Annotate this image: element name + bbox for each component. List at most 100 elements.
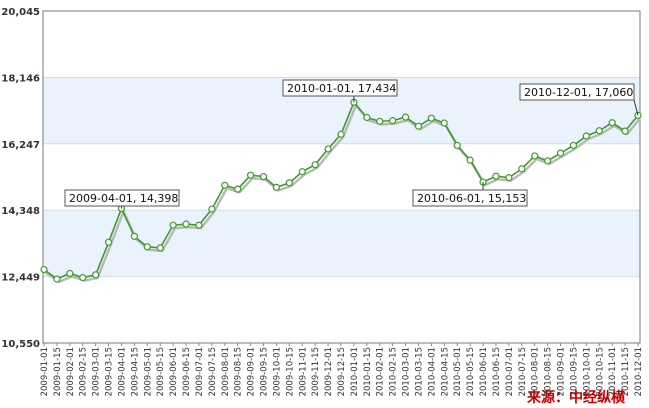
x-tick-label: 2009-08-15 bbox=[234, 347, 244, 396]
x-tick-label: 2010-01-15 bbox=[363, 347, 373, 396]
data-point bbox=[324, 145, 332, 153]
data-point bbox=[311, 161, 319, 169]
x-tick-label: 2009-02-15 bbox=[79, 347, 89, 396]
grid-band bbox=[43, 210, 640, 277]
x-tick-label: 2010-12-01 bbox=[634, 347, 644, 396]
x-tick-label: 2010-03-01 bbox=[402, 347, 412, 396]
data-point bbox=[453, 141, 461, 150]
data-point bbox=[182, 220, 190, 228]
data-point bbox=[79, 274, 87, 282]
data-point bbox=[285, 179, 293, 187]
x-tick-label: 2010-04-01 bbox=[427, 347, 437, 396]
x-tick-label: 2009-06-15 bbox=[182, 347, 192, 396]
x-tick-label: 2009-04-01 bbox=[117, 347, 127, 396]
x-tick-label: 2009-03-01 bbox=[92, 347, 102, 396]
data-point bbox=[401, 113, 410, 121]
data-point bbox=[518, 165, 526, 173]
data-point bbox=[104, 238, 113, 246]
x-tick-label: 2009-04-15 bbox=[130, 347, 140, 396]
y-tick-label: 16,247 bbox=[1, 140, 40, 151]
y-tick-label: 20,045 bbox=[1, 7, 40, 18]
x-tick-label: 2010-07-15 bbox=[518, 347, 528, 396]
data-point bbox=[427, 114, 435, 122]
x-tick-label: 2009-01-01 bbox=[40, 347, 50, 396]
annotation-box bbox=[64, 189, 180, 207]
data-point bbox=[582, 132, 590, 140]
data-point bbox=[143, 243, 151, 251]
plot-frame bbox=[42, 10, 641, 344]
annotation-label: 2010-12-01, 17,060 bbox=[524, 86, 633, 99]
x-tick-label: 2009-09-01 bbox=[247, 347, 257, 396]
data-point bbox=[466, 156, 474, 164]
x-tick-label: 2009-09-15 bbox=[260, 347, 270, 396]
x-tick-label: 2010-04-15 bbox=[440, 347, 450, 396]
x-tick-label: 2010-11-01 bbox=[608, 347, 618, 396]
x-tick-label: 2009-07-15 bbox=[208, 347, 218, 396]
x-tick-label: 2009-12-15 bbox=[337, 347, 347, 396]
x-tick-label: 2010-08-15 bbox=[544, 347, 554, 396]
data-point bbox=[156, 244, 164, 252]
x-tick-label: 2010-06-01 bbox=[479, 347, 489, 396]
y-tick-label: 18,146 bbox=[1, 73, 40, 84]
x-tick-label: 2010-01-01 bbox=[350, 347, 360, 396]
x-tick-label: 2009-07-01 bbox=[195, 347, 205, 396]
x-tick-label: 2010-09-01 bbox=[557, 347, 567, 396]
annotation-label: 2010-06-01, 15,153 bbox=[417, 192, 526, 205]
data-point bbox=[544, 157, 552, 165]
data-point bbox=[259, 172, 268, 181]
data-point bbox=[556, 149, 565, 157]
data-point bbox=[363, 113, 371, 122]
x-tick-label: 2009-12-01 bbox=[324, 347, 334, 396]
x-tick-label: 2010-05-01 bbox=[453, 347, 463, 396]
annotation-label: 2010-01-01, 17,434 bbox=[287, 82, 396, 95]
x-tick-label: 2009-06-01 bbox=[169, 347, 179, 396]
x-tick-label: 2010-07-01 bbox=[505, 347, 515, 396]
x-tick-label: 2009-11-01 bbox=[298, 347, 308, 396]
data-point bbox=[389, 117, 397, 125]
x-tick-label: 2009-05-15 bbox=[156, 347, 166, 396]
y-tick-label: 14,348 bbox=[1, 206, 40, 217]
x-tick-label: 2010-05-15 bbox=[466, 347, 476, 396]
data-point bbox=[505, 174, 513, 182]
annotation-box bbox=[412, 189, 528, 207]
data-point bbox=[272, 183, 281, 192]
data-point bbox=[531, 152, 539, 160]
data-point bbox=[53, 275, 61, 283]
data-point bbox=[195, 221, 203, 229]
x-tick-label: 2009-10-01 bbox=[272, 347, 282, 396]
annotation-box bbox=[282, 79, 398, 97]
x-tick-label: 2009-10-15 bbox=[285, 347, 295, 396]
x-tick-label: 2009-08-01 bbox=[221, 347, 231, 396]
x-tick-label: 2009-11-15 bbox=[311, 347, 321, 396]
x-tick-label: 2010-03-15 bbox=[414, 347, 424, 396]
x-tick-label: 2010-06-15 bbox=[492, 347, 502, 396]
data-point bbox=[440, 119, 448, 127]
data-point bbox=[569, 141, 578, 150]
annotation-leader bbox=[633, 99, 639, 116]
data-point bbox=[376, 117, 384, 125]
data-point bbox=[414, 122, 423, 130]
x-tick-label: 2010-11-15 bbox=[621, 347, 631, 396]
data-point bbox=[247, 171, 255, 179]
data-point bbox=[130, 232, 138, 240]
x-tick-label: 2010-10-15 bbox=[595, 347, 605, 396]
annotation-box bbox=[519, 83, 635, 101]
x-tick-label: 2010-02-15 bbox=[389, 347, 399, 396]
x-tick-label: 2009-05-01 bbox=[143, 347, 153, 396]
x-tick-label: 2010-10-01 bbox=[582, 347, 592, 396]
data-point bbox=[234, 185, 242, 193]
x-tick-label: 2009-03-15 bbox=[105, 347, 115, 396]
data-point bbox=[40, 265, 48, 274]
x-tick-label: 2010-09-15 bbox=[569, 347, 579, 396]
x-tick-label: 2010-02-01 bbox=[376, 347, 386, 396]
data-point bbox=[492, 172, 500, 180]
data-point bbox=[608, 119, 616, 127]
data-point bbox=[337, 130, 345, 138]
data-point bbox=[92, 271, 100, 279]
data-point bbox=[169, 221, 177, 229]
data-point bbox=[595, 127, 603, 135]
source-label: 来源：中经纵横 bbox=[526, 389, 626, 406]
data-point bbox=[208, 205, 216, 213]
